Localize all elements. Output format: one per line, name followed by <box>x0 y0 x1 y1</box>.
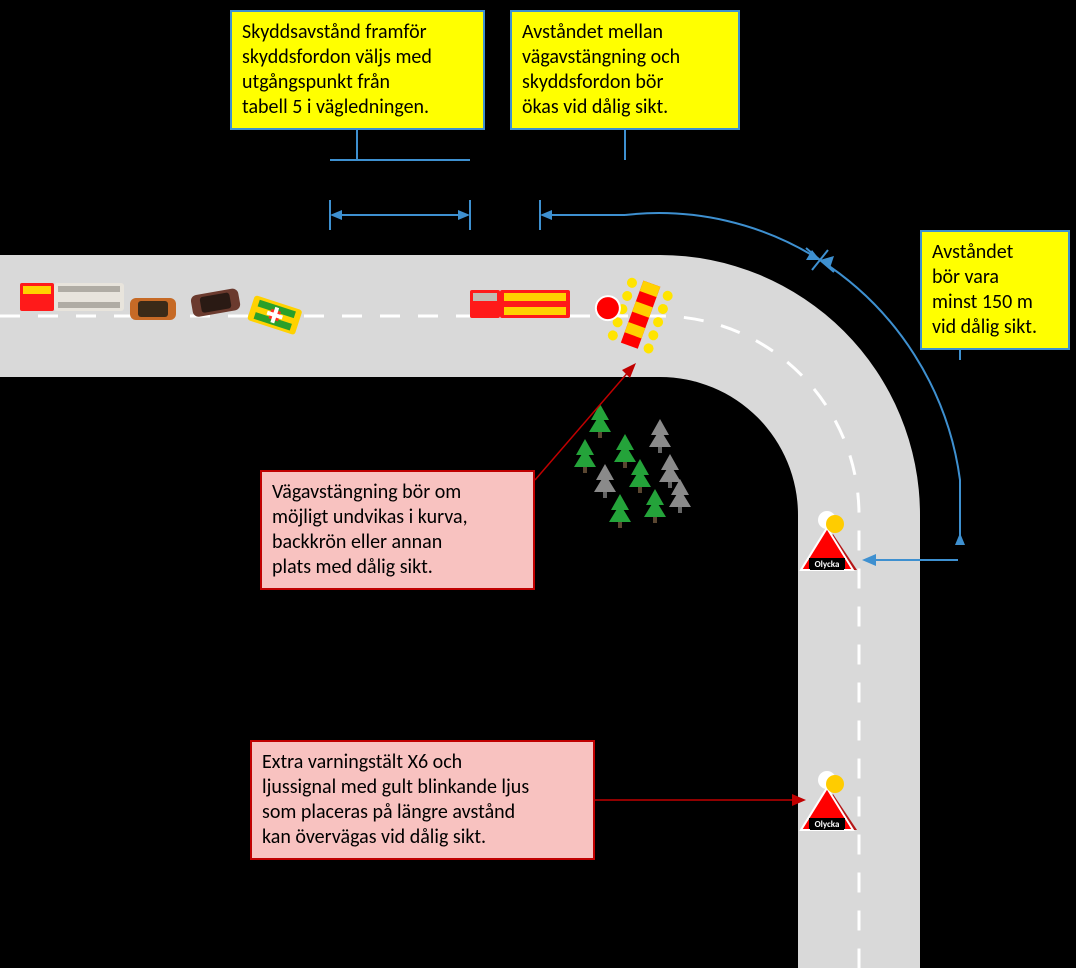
measure-mid <box>540 125 834 272</box>
sign-label-1: Olycka <box>810 559 844 570</box>
pointer-lower <box>595 794 806 806</box>
measure-left <box>330 125 470 230</box>
callout-top-left: Skyddsavstånd framför skyddsfordon väljs… <box>230 10 485 130</box>
callout-right: Avståndet bör vara minst 150 m vid dålig… <box>920 230 1070 350</box>
road-surface <box>0 255 920 968</box>
trees <box>574 404 691 528</box>
road-centerline <box>0 316 859 968</box>
vehicle-fire-truck <box>470 290 570 318</box>
sign-label-2: Olycka <box>810 819 844 830</box>
vehicle-car-orange <box>130 298 176 320</box>
callout-lower: Extra varningstält X6 och ljussignal med… <box>250 740 595 860</box>
vehicle-fire-bus <box>20 283 124 311</box>
callout-top-right: Avståndet mellan vägavstängning och skyd… <box>510 10 740 130</box>
callout-mid: Vägavstängning bör om möjligt undvikas i… <box>260 470 535 590</box>
